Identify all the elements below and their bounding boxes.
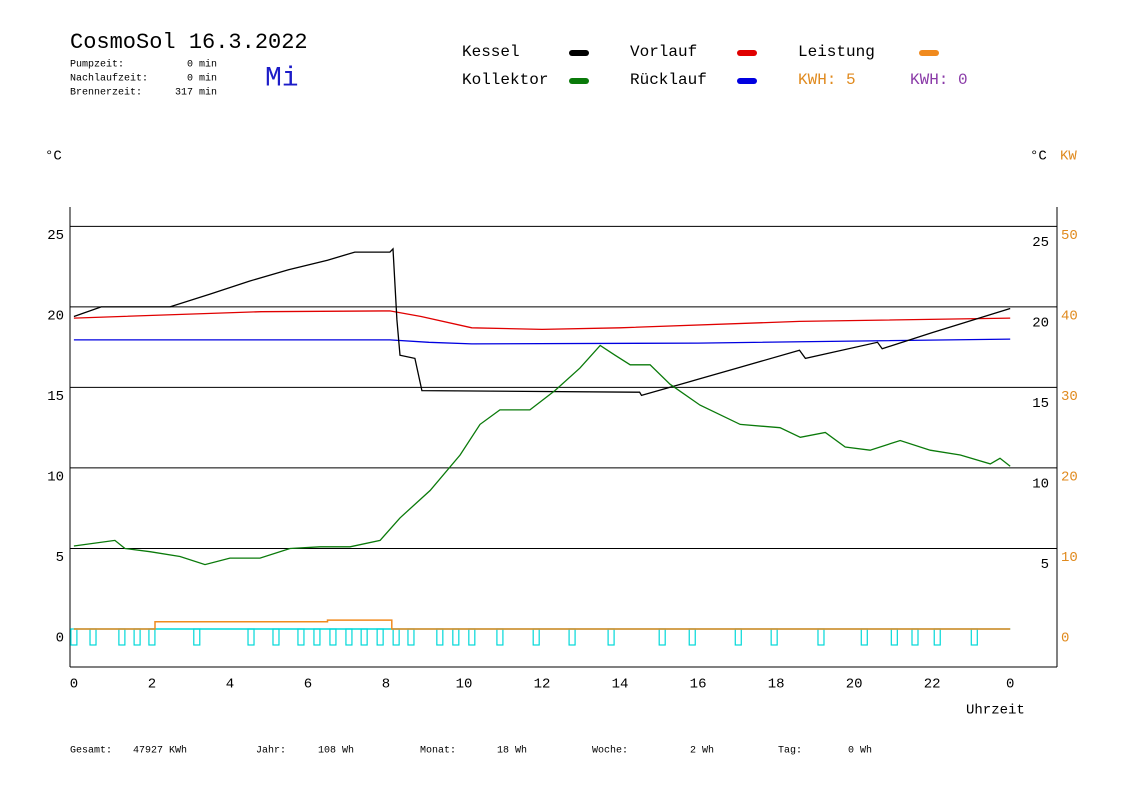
y2-unit: KW xyxy=(1060,149,1077,165)
pump-pulse xyxy=(607,628,615,646)
x-tick-label: 10 xyxy=(456,677,473,693)
legend-label: Rücklauf xyxy=(630,71,707,89)
series-line xyxy=(73,344,1011,566)
title: CosmoSol 16.3.2022 xyxy=(70,30,308,55)
pump-pulse xyxy=(297,628,305,646)
pump-pulse xyxy=(89,628,97,646)
x-tick-label: 8 xyxy=(382,677,390,693)
y-right-tick-label: 10 xyxy=(1032,477,1049,493)
kwh-label: KWH: 5 xyxy=(798,71,856,89)
pump-pulse xyxy=(345,628,353,646)
x-tick-label: 18 xyxy=(768,677,785,693)
pump-pulse xyxy=(568,628,576,646)
y2-tick-label: 40 xyxy=(1061,309,1078,325)
pump-pulse xyxy=(392,628,400,646)
pump-pulse xyxy=(468,628,476,646)
y2-tick-label: 20 xyxy=(1061,470,1078,486)
footer-label: Woche: xyxy=(592,745,628,757)
footer-label: Tag: xyxy=(778,746,802,757)
footer-value: 108 Wh xyxy=(318,745,354,757)
y-tick-label: 10 xyxy=(47,470,64,486)
pump-pulse xyxy=(118,628,126,646)
footer-label: Gesamt: xyxy=(70,746,112,757)
x-tick-label: 22 xyxy=(924,677,941,693)
pump-pulse xyxy=(133,628,141,646)
legend-label: Kessel xyxy=(462,43,520,61)
y2-tick-label: 50 xyxy=(1061,228,1078,244)
x-tick-label: 4 xyxy=(226,677,234,693)
y-tick-label: 20 xyxy=(47,309,64,325)
weekday: Mi xyxy=(265,63,299,94)
pump-pulse xyxy=(532,628,540,646)
pump-pulse xyxy=(452,628,460,646)
y-tick-label: 15 xyxy=(47,389,64,405)
legend-label: Vorlauf xyxy=(630,43,697,61)
pump-pulse xyxy=(247,628,255,646)
y-right-tick-label: 5 xyxy=(1041,557,1049,573)
pump-pulse xyxy=(860,628,868,646)
pump-pulse xyxy=(148,628,156,646)
series-line xyxy=(73,338,1011,345)
y-right-tick-label: 20 xyxy=(1032,316,1049,332)
pump-pulse xyxy=(658,628,666,646)
y-right-tick-label: 15 xyxy=(1032,396,1049,412)
y2-tick-label: 30 xyxy=(1061,389,1078,405)
x-axis-label: Uhrzeit xyxy=(966,703,1025,719)
footer-value: 47927 KWh xyxy=(133,745,187,757)
footer-label: Jahr: xyxy=(256,745,286,757)
y-right-unit: °C xyxy=(1030,149,1047,165)
pump-pulse xyxy=(193,628,201,646)
x-tick-label: 16 xyxy=(690,677,707,693)
y-unit: °C xyxy=(45,149,62,165)
pump-pulse xyxy=(272,628,280,646)
pump-pulse xyxy=(817,628,825,646)
x-tick-label: 20 xyxy=(846,677,863,693)
legend-label: Leistung xyxy=(798,43,875,61)
x-tick-label: 0 xyxy=(70,677,78,693)
stat-label: Pumpzeit: xyxy=(70,59,124,71)
pump-pulse xyxy=(436,628,444,646)
pump-pulse xyxy=(313,628,321,646)
footer-value: 0 Wh xyxy=(848,745,872,757)
pump-pulse xyxy=(407,628,415,646)
stat-label: Brennerzeit: xyxy=(70,87,142,99)
pump-pulse xyxy=(890,628,898,646)
y2-tick-label: 0 xyxy=(1061,631,1069,647)
footer-label: Monat: xyxy=(420,746,456,757)
series-line xyxy=(73,619,1011,630)
series-line xyxy=(73,310,1011,331)
x-tick-label: 0 xyxy=(1006,677,1014,693)
pump-pulse xyxy=(360,628,368,646)
y-tick-label: 25 xyxy=(47,228,64,244)
pump-pulse xyxy=(329,628,337,646)
pump-pulse xyxy=(688,628,696,646)
pump-pulse xyxy=(770,628,778,646)
pump-pulse xyxy=(376,628,384,646)
footer-value: 2 Wh xyxy=(690,745,714,757)
series-line xyxy=(73,247,1011,397)
pump-pulse xyxy=(496,628,504,646)
x-tick-label: 6 xyxy=(304,677,312,693)
kwh-label: KWH: 0 xyxy=(910,71,968,89)
pump-pulse xyxy=(970,628,978,646)
y-tick-label: 5 xyxy=(56,550,64,566)
legend-label: Kollektor xyxy=(462,71,548,89)
pump-pulse xyxy=(911,628,919,646)
y2-tick-label: 10 xyxy=(1061,550,1078,566)
stat-value: 0 min xyxy=(187,73,217,85)
x-tick-label: 2 xyxy=(148,677,156,693)
x-tick-label: 12 xyxy=(534,677,551,693)
stat-label: Nachlaufzeit: xyxy=(70,73,148,85)
stat-value: 317 min xyxy=(175,87,217,99)
stat-value: 0 min xyxy=(187,59,217,71)
pump-pulse xyxy=(734,628,742,646)
x-tick-label: 14 xyxy=(612,677,629,693)
y-right-tick-label: 25 xyxy=(1032,235,1049,251)
footer-value: 18 Wh xyxy=(497,745,527,757)
pump-pulse xyxy=(70,628,78,646)
y-tick-label: 0 xyxy=(56,631,64,647)
pump-pulse xyxy=(933,628,941,646)
